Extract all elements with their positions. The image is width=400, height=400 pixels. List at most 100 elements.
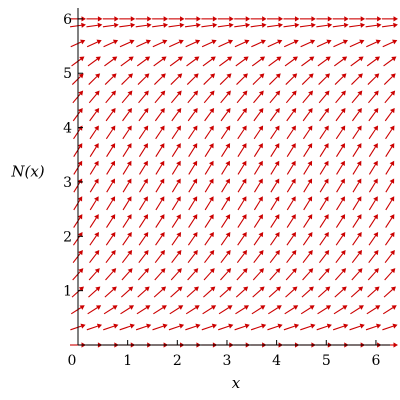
- arrow-head: [127, 125, 132, 131]
- arrow-shaft: [71, 58, 82, 67]
- arrow-shaft: [368, 182, 376, 193]
- slope-arrow: [267, 39, 283, 48]
- slope-arrow: [335, 232, 346, 246]
- arrow-head: [308, 73, 314, 79]
- arrow-shaft: [385, 199, 393, 211]
- arrow-head: [209, 90, 215, 96]
- x-tick-label: 6: [371, 353, 380, 369]
- arrow-head: [95, 305, 102, 310]
- arrow-shaft: [72, 253, 81, 263]
- arrow-shaft: [286, 128, 294, 140]
- arrow-head: [341, 268, 347, 274]
- arrow-head: [94, 160, 99, 167]
- slope-arrow: [219, 56, 233, 67]
- arrow-shaft: [384, 93, 393, 104]
- arrow-head: [111, 73, 117, 79]
- slope-arrow: [270, 232, 280, 246]
- arrow-shaft: [204, 128, 212, 140]
- arrow-shaft: [203, 289, 213, 298]
- arrow-shaft: [122, 235, 130, 246]
- arrow-shaft: [105, 253, 114, 263]
- slope-arrow: [220, 214, 231, 228]
- arrow-head: [146, 22, 152, 28]
- arrow-head: [260, 305, 266, 310]
- slope-arrow: [299, 16, 316, 22]
- arrow-head: [193, 73, 199, 79]
- slope-arrow: [122, 125, 132, 140]
- arrow-head: [373, 214, 378, 220]
- arrow-shaft: [188, 128, 196, 140]
- arrow-head: [111, 268, 117, 274]
- arrow-shaft: [384, 111, 393, 122]
- arrow-shaft: [221, 146, 229, 157]
- arrow-shaft: [188, 182, 196, 193]
- arrow-shaft: [334, 289, 344, 298]
- arrow-shaft: [253, 199, 261, 211]
- arrow-shaft: [154, 111, 163, 122]
- slope-arrow: [351, 107, 362, 122]
- arrow-head: [275, 73, 281, 79]
- slope-arrow: [102, 16, 119, 22]
- slope-arrow: [268, 73, 281, 85]
- arrow-head: [307, 232, 313, 238]
- arrow-head: [258, 90, 264, 96]
- arrow-shaft: [155, 199, 163, 211]
- slope-arrow: [367, 268, 379, 281]
- slope-arrow: [302, 268, 314, 281]
- slope-arrow: [155, 196, 165, 211]
- arrow-shaft: [152, 41, 164, 48]
- arrow-head: [160, 73, 166, 79]
- arrow-shaft: [171, 253, 180, 263]
- arrow-head: [143, 249, 149, 256]
- arrow-shaft: [120, 307, 131, 315]
- arrow-shaft: [352, 199, 360, 211]
- slope-arrow: [122, 107, 133, 122]
- arrow-shaft: [385, 164, 393, 175]
- slope-arrow: [319, 125, 329, 140]
- arrow-head: [241, 143, 247, 149]
- arrow-shaft: [303, 164, 311, 175]
- slope-arrow: [71, 73, 84, 85]
- arrow-shaft: [70, 307, 82, 315]
- arrow-head: [324, 90, 330, 96]
- slope-arrow: [367, 73, 380, 85]
- slope-arrow: [105, 125, 116, 140]
- slope-arrow: [385, 143, 395, 157]
- slope-arrow: [154, 249, 165, 263]
- arrow-shaft: [217, 24, 230, 28]
- y-tick-label: 3: [63, 175, 72, 191]
- slope-arrow: [383, 286, 396, 298]
- slope-arrow: [382, 305, 397, 315]
- arrow-shaft: [385, 182, 393, 193]
- slope-arrow: [204, 107, 215, 122]
- arrow-shaft: [352, 182, 360, 193]
- arrow-head: [374, 56, 381, 62]
- arrow-shaft: [303, 199, 311, 211]
- arrow-head: [294, 22, 300, 28]
- arrow-head: [274, 160, 280, 167]
- slope-arrow: [302, 249, 313, 263]
- slope-arrow: [185, 305, 200, 315]
- arrow-shaft: [73, 164, 81, 175]
- arrow-head: [242, 232, 247, 238]
- arrow-shaft: [285, 289, 295, 298]
- arrow-head: [292, 56, 298, 62]
- arrow-shaft: [283, 24, 296, 28]
- arrow-shaft: [121, 271, 131, 281]
- slope-arrow: [365, 323, 382, 331]
- arrow-head: [325, 286, 331, 292]
- arrow-head: [94, 196, 99, 202]
- arrow-shaft: [220, 111, 229, 122]
- arrow-head: [293, 39, 299, 45]
- slope-arrow: [236, 73, 248, 85]
- arrow-head: [242, 268, 248, 274]
- arrow-shaft: [218, 307, 230, 315]
- arrow-head: [293, 323, 300, 329]
- arrow-head: [160, 268, 166, 274]
- slope-arrow: [186, 56, 200, 67]
- slope-arrow: [103, 39, 119, 48]
- arrow-head: [94, 125, 99, 131]
- slope-arrow: [335, 214, 346, 228]
- arrow-head: [324, 73, 331, 79]
- slope-arrow: [155, 178, 165, 193]
